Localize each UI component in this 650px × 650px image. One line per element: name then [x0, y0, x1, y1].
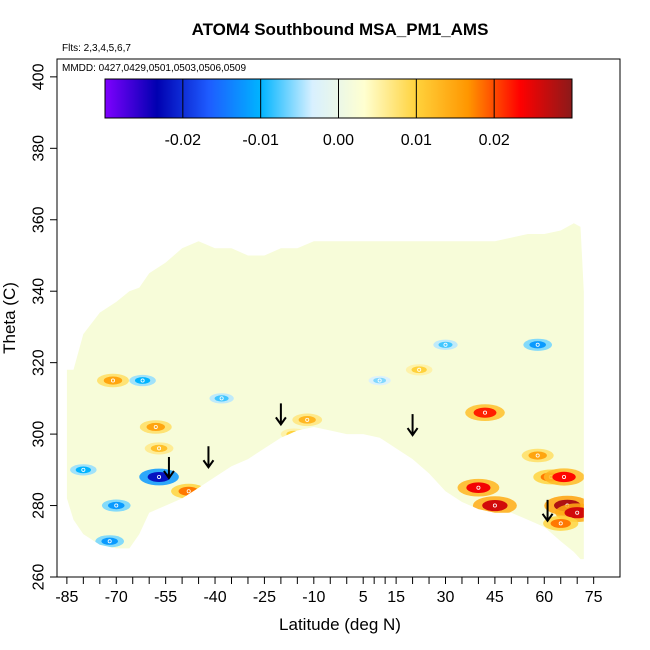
sample-marker — [157, 446, 162, 451]
y-axis: 260 280 300 320 340 360 380 400 — [31, 63, 57, 591]
hotspot-core — [107, 501, 125, 510]
hotspot-core — [75, 466, 91, 474]
arrow-marker — [275, 403, 287, 427]
arrows-layer — [163, 403, 554, 523]
colorbar-tick-label: -0.01 — [242, 132, 279, 149]
arrow-marker — [163, 456, 175, 480]
y-tick-label: 300 — [31, 421, 48, 448]
hotspot-core — [103, 376, 123, 385]
chart-title: ATOM4 Southbound MSA_PM1_AMS — [192, 20, 489, 39]
colorbar-ticks: -0.02 -0.01 0.00 0.01 0.02 — [165, 79, 510, 149]
sample-marker — [417, 367, 422, 372]
hotspot-core — [473, 407, 497, 418]
flights-note: Flts: 2,3,4,5,6,7 — [62, 43, 131, 54]
colorbar-tick-label: -0.02 — [165, 132, 202, 149]
colorbar-tick-label: 0.01 — [401, 132, 432, 149]
y-tick-label: 320 — [31, 349, 48, 376]
x-tick-label: 60 — [535, 589, 553, 606]
y-axis-label: Theta (C) — [0, 282, 19, 354]
hotspot-core — [199, 490, 218, 499]
x-tick-label: -40 — [203, 589, 226, 606]
hotspot-core — [550, 518, 571, 528]
sample-marker — [107, 539, 112, 544]
hotspot-core — [466, 482, 491, 493]
arrow-marker — [202, 446, 215, 469]
hotspot-core — [552, 471, 576, 483]
sample-marker — [305, 417, 310, 422]
plot-frame — [56, 58, 621, 578]
hotspot-core — [373, 377, 387, 384]
sample-marker — [219, 396, 224, 401]
sample-marker — [443, 342, 448, 347]
sample-marker — [476, 485, 481, 490]
y-tick-label: 360 — [31, 206, 48, 233]
x-tick-label: -70 — [105, 589, 128, 606]
colorbar-tick-label: 0.00 — [323, 132, 354, 149]
x-axis-label: Latitude (deg N) — [279, 615, 401, 634]
sample-marker — [153, 424, 158, 429]
hotspot-core — [529, 341, 546, 349]
y-tick-label: 400 — [31, 63, 48, 90]
sample-marker — [535, 342, 540, 347]
sample-marker — [114, 503, 119, 508]
y-tick-label: 340 — [31, 278, 48, 305]
y-tick-label: 280 — [31, 492, 48, 519]
hotspot-core — [564, 507, 584, 519]
sample-marker — [186, 489, 191, 494]
hotspot-core — [134, 377, 151, 384]
y-tick-label: 380 — [31, 135, 48, 162]
hotspot-core — [482, 499, 508, 512]
hotspot-core — [286, 430, 302, 438]
x-axis: -85 -70 -55 -40 -25 -10 5 15 30 45 60 75 — [55, 577, 603, 606]
colorbar-tick-label: 0.02 — [479, 132, 510, 149]
x-tick-label: -25 — [253, 589, 276, 606]
hotspot-halo — [192, 488, 225, 502]
hotspot-core — [146, 422, 165, 432]
sample-marker — [110, 378, 115, 383]
sample-marker — [157, 474, 162, 479]
colorbar: -0.02 -0.01 0.00 0.01 0.02 — [104, 78, 573, 149]
sample-marker — [206, 492, 211, 497]
x-tick-label: -10 — [302, 589, 325, 606]
hotspot-core — [101, 537, 118, 545]
dates-note: MMDD: 0427,0429,0501,0503,0506,0509 — [62, 63, 246, 74]
hotspot-core — [411, 366, 427, 374]
sample-marker — [535, 453, 540, 458]
hotspot-core — [438, 341, 453, 348]
arrow-marker — [406, 414, 419, 437]
hotspot-core — [178, 486, 199, 496]
sample-marker — [492, 503, 497, 508]
sample-marker — [558, 521, 563, 526]
hotspot-core — [150, 444, 168, 453]
hotspot-halo — [280, 428, 308, 440]
sample-marker — [292, 432, 297, 437]
arrow-marker — [541, 499, 554, 523]
sample-marker — [377, 378, 382, 383]
sample-marker — [562, 474, 567, 479]
sample-marker — [81, 467, 86, 472]
sample-marker — [483, 410, 488, 415]
x-tick-label: -85 — [55, 589, 78, 606]
hotspot-core — [214, 395, 229, 402]
y-tick-label: 260 — [31, 564, 48, 591]
hotspot-core — [147, 471, 171, 483]
x-tick-label: 5 — [359, 589, 368, 606]
x-tick-label: 30 — [437, 589, 455, 606]
hotspot-core — [528, 451, 547, 460]
x-tick-label: -55 — [154, 589, 177, 606]
sample-marker — [140, 378, 145, 383]
hotspot-core — [298, 416, 316, 424]
x-tick-label: 45 — [486, 589, 504, 606]
x-tick-label: 75 — [585, 589, 603, 606]
sample-marker — [575, 510, 580, 515]
x-tick-label: 15 — [387, 589, 405, 606]
